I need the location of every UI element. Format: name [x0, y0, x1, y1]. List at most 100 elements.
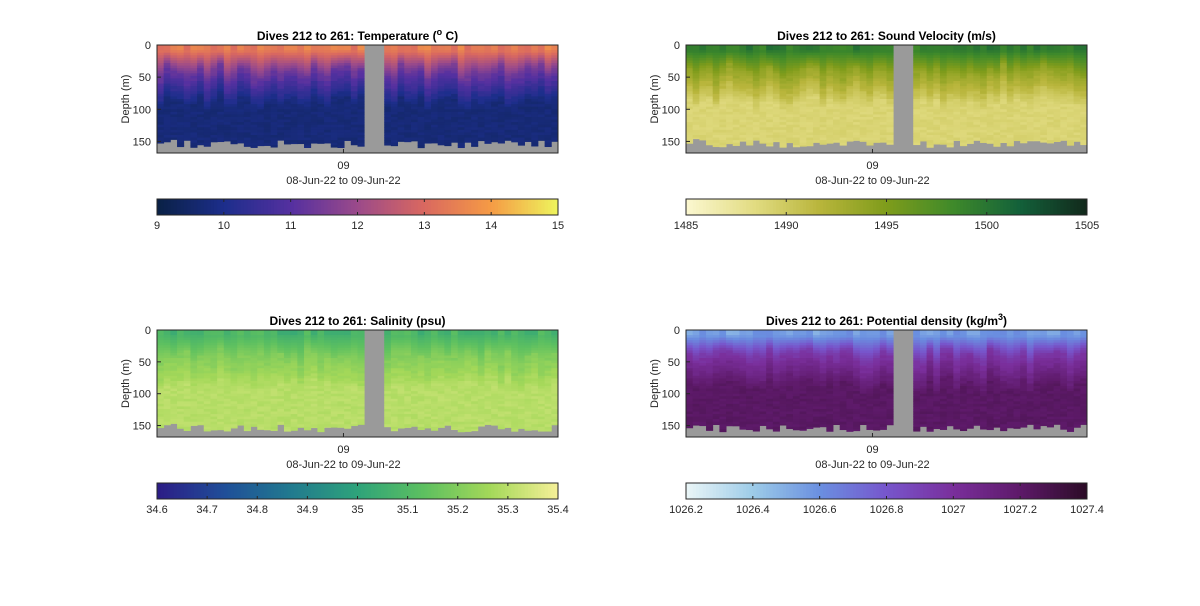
colorbar-segment [930, 199, 934, 215]
data-cell [170, 350, 177, 353]
data-cell [157, 58, 164, 61]
data-cell [264, 143, 271, 146]
data-cell [887, 107, 894, 110]
data-column [953, 45, 960, 141]
data-cell [498, 63, 505, 66]
data-cell [518, 91, 525, 94]
data-cell [217, 48, 224, 51]
data-cell [525, 73, 532, 76]
data-cell [264, 127, 271, 130]
data-cell [873, 76, 880, 79]
data-cell [224, 76, 231, 79]
data-cell [291, 107, 298, 110]
data-cell [511, 125, 518, 128]
data-cell [451, 140, 458, 143]
data-cell [438, 96, 445, 99]
data-cell [170, 345, 177, 348]
data-cell [391, 117, 398, 120]
data-cell [184, 127, 191, 130]
data-cell [940, 125, 947, 128]
data-cell [277, 76, 284, 79]
data-cell [190, 89, 197, 92]
data-cell [866, 99, 873, 102]
data-cell [826, 122, 833, 125]
data-cell [840, 68, 847, 71]
colorbar-segment [920, 199, 924, 215]
data-cell [384, 107, 391, 110]
data-cell [284, 102, 291, 105]
data-cell [840, 78, 847, 81]
data-cell [164, 355, 171, 358]
data-cell [337, 122, 344, 125]
data-cell [713, 135, 720, 138]
data-cell [920, 50, 927, 53]
data-cell [170, 391, 177, 394]
data-cell [244, 96, 251, 99]
data-cell [464, 48, 471, 51]
data-cell [170, 130, 177, 133]
data-cell [251, 140, 258, 143]
colorbar-segment [760, 199, 764, 215]
data-cell [451, 135, 458, 138]
data-cell [498, 91, 505, 94]
data-cell [190, 73, 197, 76]
data-cell [967, 107, 974, 110]
data-cell [164, 350, 171, 353]
data-cell [987, 125, 994, 128]
data-cell [545, 140, 552, 143]
colorbar-segment [314, 199, 318, 215]
data-cell [264, 89, 271, 92]
data-cell [860, 140, 867, 142]
colorbar-segment [241, 199, 245, 215]
data-cell [927, 114, 934, 117]
data-cell [960, 50, 967, 53]
data-cell [271, 120, 278, 123]
data-cell [531, 109, 538, 112]
data-cell [973, 117, 980, 120]
colorbar-segment [1007, 199, 1011, 215]
data-cell [157, 71, 164, 74]
data-cell [873, 132, 880, 135]
data-cell [913, 71, 920, 74]
data-cell [780, 50, 787, 53]
data-cell [853, 86, 860, 89]
data-cell [933, 76, 940, 79]
data-cell [257, 104, 264, 107]
data-cell [438, 68, 445, 71]
data-cell [686, 104, 693, 107]
data-cell [866, 107, 873, 110]
data-cell [1007, 81, 1014, 84]
data-cell [231, 120, 238, 123]
data-cell [177, 120, 184, 123]
data-cell [880, 50, 887, 53]
data-cell [418, 58, 425, 61]
data-cell [170, 73, 177, 76]
data-cell [518, 68, 525, 71]
data-cell [953, 89, 960, 92]
data-cell [284, 84, 291, 87]
data-cell [244, 50, 251, 53]
data-cell [545, 86, 552, 89]
data-cell [853, 71, 860, 74]
data-cell [478, 104, 485, 107]
data-cell [933, 78, 940, 81]
data-column [257, 45, 264, 146]
data-cell [987, 132, 994, 135]
data-cell [484, 125, 491, 128]
data-cell [531, 66, 538, 69]
data-cell [853, 58, 860, 61]
data-cell [237, 84, 244, 87]
data-cell [927, 60, 934, 63]
data-cell [1027, 125, 1034, 128]
data-column [686, 45, 693, 144]
data-cell [1007, 78, 1014, 81]
colorbar-segment [686, 199, 690, 215]
data-cell [210, 66, 217, 69]
data-cell [940, 112, 947, 115]
data-cell [170, 348, 177, 351]
data-cell [933, 50, 940, 53]
data-cell [933, 120, 940, 123]
data-cell [431, 122, 438, 125]
data-cell [170, 368, 177, 371]
